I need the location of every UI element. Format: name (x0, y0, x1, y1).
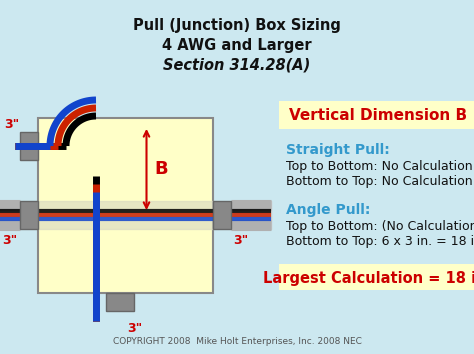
FancyBboxPatch shape (279, 264, 474, 290)
FancyBboxPatch shape (279, 101, 474, 129)
Text: 3": 3" (233, 234, 249, 247)
Text: Largest Calculation = 18 in.: Largest Calculation = 18 in. (264, 270, 474, 285)
Text: COPYRIGHT 2008  Mike Holt Enterprises, Inc. 2008 NEC: COPYRIGHT 2008 Mike Holt Enterprises, In… (112, 337, 362, 346)
Bar (38, 118, 213, 293)
Text: Straight Pull:: Straight Pull: (286, 143, 390, 157)
Bar (106, 293, 134, 311)
Text: B: B (155, 160, 168, 178)
Text: Top to Bottom: No Calculation: Top to Bottom: No Calculation (286, 160, 473, 173)
Text: Bottom to Top: 6 x 3 in. = 18 in.: Bottom to Top: 6 x 3 in. = 18 in. (286, 235, 474, 248)
Text: 3": 3" (128, 322, 143, 336)
Bar (20, 201, 38, 229)
Text: Vertical Dimension B: Vertical Dimension B (289, 108, 467, 124)
Text: 3": 3" (2, 234, 18, 247)
Text: Section 314.28(A): Section 314.28(A) (164, 58, 310, 73)
Text: 4 AWG and Larger: 4 AWG and Larger (162, 38, 312, 53)
Text: 3": 3" (4, 118, 19, 131)
Text: Pull (Junction) Box Sizing: Pull (Junction) Box Sizing (133, 18, 341, 33)
Bar (213, 201, 231, 229)
Text: Angle Pull:: Angle Pull: (286, 203, 370, 217)
Text: Top to Bottom: (No Calculation): Top to Bottom: (No Calculation) (286, 220, 474, 233)
Text: Bottom to Top: No Calculation: Bottom to Top: No Calculation (286, 175, 473, 188)
Bar (20, 132, 38, 160)
